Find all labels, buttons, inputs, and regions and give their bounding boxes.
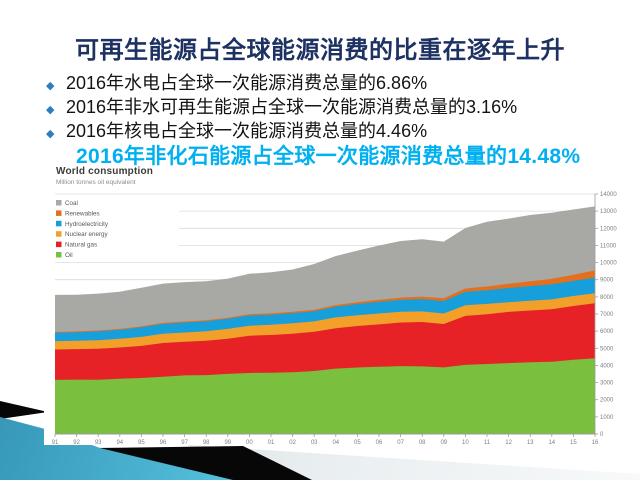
x-axis-label: 03: [311, 440, 318, 445]
x-axis-label: 05: [354, 440, 361, 445]
slide-title: 可再生能源占全球能源消费的比重在逐年上升: [75, 37, 565, 64]
y-axis-label: 12000: [600, 226, 617, 232]
y-axis-label: 3000: [600, 381, 614, 387]
highlight-text: 2016年非化石能源占全球一次能源消费总量的14.48%: [76, 145, 581, 168]
bullet-item: ◆ 2016年核电占全球一次能源消费总量的4.46%: [46, 117, 517, 141]
legend-label: Hydroelectricity: [65, 221, 109, 228]
legend-label: Coal: [65, 200, 78, 207]
legend-swatch-icon: [56, 241, 62, 248]
legend-label: Natural gas: [65, 242, 97, 249]
bullet-text: 2016年非水可再生能源占全球一次能源消费总量的3.16%: [66, 97, 518, 117]
x-axis-label: 09: [440, 440, 447, 445]
y-axis-label: 1000: [600, 415, 614, 421]
diamond-bullet-icon: ◆: [46, 104, 55, 116]
y-axis-label: 0: [600, 432, 604, 438]
y-axis-label: 14000: [600, 192, 617, 198]
legend-swatch-icon: [56, 252, 62, 258]
consumption-chart-svg: Coal Renewables Hydroelectricity Nuclear en…: [52, 192, 618, 445]
y-axis-label: 2000: [600, 398, 614, 404]
diamond-bullet-icon: ◆: [46, 80, 55, 92]
bullet-item: ◆ 2016年非水可再生能源占全球一次能源消费总量的3.16%: [46, 93, 517, 117]
x-axis-label: 02: [289, 440, 296, 445]
y-axis-label: 7000: [600, 312, 614, 318]
bullet-item: ◆ 2016年水电占全球一次能源消费总量的6.86%: [46, 69, 517, 93]
bullet-text: 2016年核电占全球一次能源消费总量的4.46%: [66, 121, 428, 141]
x-axis-label: 06: [376, 440, 383, 445]
x-axis-label: 10: [462, 440, 469, 445]
legend-label: Oil: [65, 252, 73, 259]
x-axis-label: 14: [548, 440, 555, 445]
x-axis-label: 15: [570, 440, 577, 445]
bullet-text: 2016年水电占全球一次能源消费总量的6.86%: [66, 73, 428, 93]
legend-swatch-icon: [56, 231, 62, 237]
x-axis-label: 00: [246, 440, 253, 445]
legend-background: [53, 196, 179, 260]
x-axis-label: 01: [268, 440, 275, 445]
y-axis-label: 11000: [600, 243, 617, 249]
legend-swatch-icon: [56, 210, 62, 216]
diamond-bullet-icon: ◆: [46, 128, 55, 140]
chart-subtitle: Million tonnes oil equivalent: [56, 179, 136, 186]
y-axis-label: 8000: [600, 295, 614, 301]
x-axis-label: 16: [592, 440, 599, 445]
y-axis-label: 6000: [600, 329, 614, 335]
y-axis-label: 4000: [600, 363, 614, 369]
y-axis-label: 9000: [600, 278, 614, 284]
y-axis-label: 10000: [600, 261, 617, 267]
x-axis-label: 12: [505, 440, 512, 445]
y-axis-label: 13000: [600, 209, 617, 215]
x-axis-label: 04: [332, 440, 339, 445]
legend-swatch-icon: [56, 220, 62, 227]
legend-swatch-icon: [56, 200, 62, 206]
chart-title: World consumption: [56, 166, 154, 177]
x-axis-label: 13: [527, 440, 534, 445]
y-axis-label: 5000: [600, 346, 614, 352]
x-axis-label: 08: [419, 440, 426, 445]
area-series-oil: [55, 358, 595, 434]
legend-label: Renewables: [65, 210, 100, 217]
x-axis-label: 07: [397, 440, 404, 445]
legend-label: Nuclear energy: [65, 231, 109, 238]
bullet-list: ◆ 2016年水电占全球一次能源消费总量的6.86% ◆ 2016年非水可再生能…: [46, 69, 517, 141]
x-axis-label: 11: [484, 440, 491, 445]
